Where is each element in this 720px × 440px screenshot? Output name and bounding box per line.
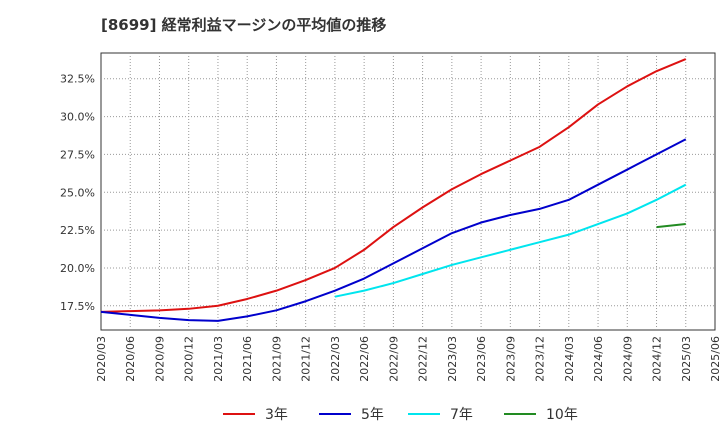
- legend-label: 3年: [265, 407, 288, 423]
- y-tick-label: 25.0%: [60, 186, 95, 199]
- x-tick-label: 2020/09: [153, 336, 166, 382]
- legend-label: 7年: [450, 407, 473, 423]
- x-tick-label: 2022/12: [417, 336, 430, 382]
- series-line-1: [100, 58, 687, 313]
- x-tick-label: 2023/09: [504, 336, 517, 382]
- x-tick-label: 2024/12: [651, 336, 664, 382]
- y-tick-label: 20.0%: [60, 262, 95, 275]
- x-tick-label: 2021/06: [241, 336, 254, 382]
- series-line-3: [334, 183, 687, 298]
- x-tick-label: 2022/09: [387, 336, 400, 382]
- x-tick-label: 2025/03: [680, 336, 693, 382]
- y-tick-label: 32.5%: [60, 73, 95, 86]
- y-axis-ticks: 17.5% 20.0% 22.5% 25.0% 27.5% 30.0% 32.5%: [60, 73, 95, 313]
- x-tick-label: 2020/06: [124, 336, 137, 382]
- x-tick-label: 2020/03: [95, 336, 108, 382]
- x-tick-label: 2021/09: [270, 336, 283, 382]
- x-tick-label: 2023/06: [475, 336, 488, 382]
- x-tick-label: 2020/12: [183, 336, 196, 382]
- series-line-2: [100, 138, 687, 322]
- x-axis-ticks: 2020/03 2020/06 2020/09 2020/12 2021/03 2021/…: [95, 336, 720, 382]
- y-tick-label: 17.5%: [60, 300, 95, 313]
- y-tick-label: 22.5%: [60, 224, 95, 237]
- y-tick-label: 30.0%: [60, 111, 95, 124]
- x-tick-label: 2021/12: [300, 336, 313, 382]
- x-tick-label: 2025/06: [709, 336, 720, 382]
- series-lines: [100, 58, 687, 322]
- x-tick-label: 2022/03: [329, 336, 342, 382]
- x-tick-label: 2021/03: [212, 336, 225, 382]
- x-tick-label: 2024/06: [592, 336, 605, 382]
- chart-title: [8699] 経常利益マージンの平均値の推移: [101, 16, 387, 34]
- x-tick-label: 2023/03: [446, 336, 459, 382]
- legend: 3年 5年 7年 10年: [223, 407, 578, 423]
- series-line-4: [656, 223, 686, 229]
- x-tick-label: 2024/09: [621, 336, 634, 382]
- legend-label: 5年: [361, 407, 384, 423]
- grid: [101, 53, 715, 330]
- y-tick-label: 27.5%: [60, 148, 95, 161]
- x-tick-label: 2022/06: [358, 336, 371, 382]
- x-tick-label: 2024/03: [563, 336, 576, 382]
- plot-area: [100, 52, 716, 331]
- x-tick-label: 2023/12: [534, 336, 547, 382]
- legend-label: 10年: [546, 407, 578, 423]
